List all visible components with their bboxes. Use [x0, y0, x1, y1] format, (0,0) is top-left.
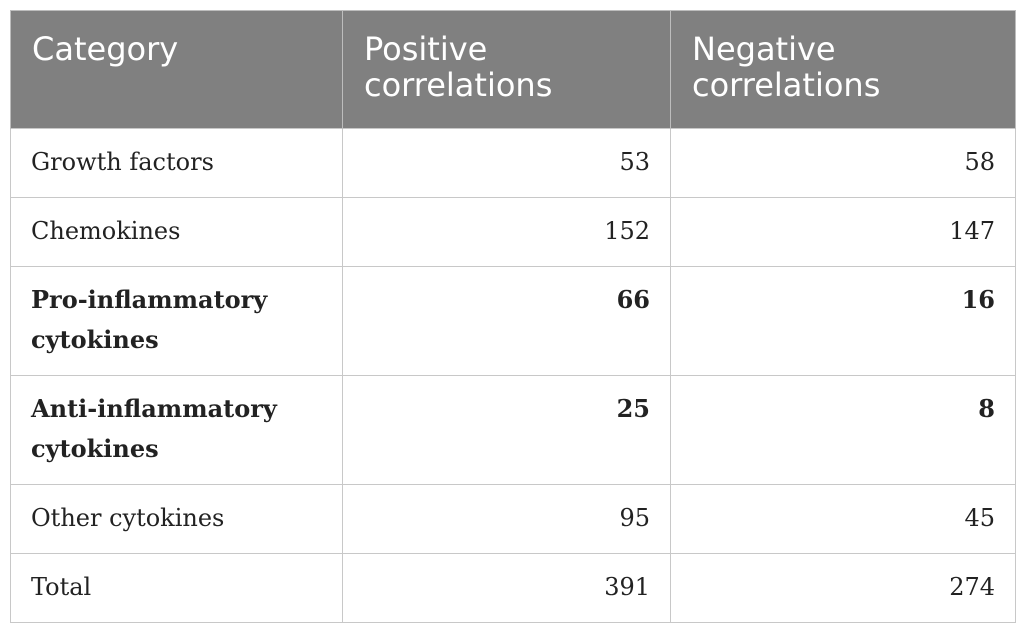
header-positive: Positive correlations	[342, 10, 671, 129]
cell-positive: 53	[342, 128, 671, 198]
cell-negative: 8	[670, 375, 1016, 485]
cell-negative: 58	[670, 128, 1016, 198]
cell-category: Anti-inflammatory cytokines	[10, 375, 343, 485]
cell-category: Other cytokines	[10, 484, 343, 554]
table-row: Pro-inflammatory cytokines 66 16	[10, 266, 1016, 376]
cell-category: Total	[10, 553, 343, 623]
header-category: Category	[10, 10, 343, 129]
cell-negative: 274	[670, 553, 1016, 623]
cell-category: Pro-inflammatory cytokines	[10, 266, 343, 376]
cell-positive: 152	[342, 197, 671, 267]
table-row: Other cytokines 95 45	[10, 484, 1016, 554]
header-negative: Negative correlations	[670, 10, 1016, 129]
table-row: Chemokines 152 147	[10, 197, 1016, 267]
cell-negative: 45	[670, 484, 1016, 554]
cell-category: Chemokines	[10, 197, 343, 267]
cell-category: Growth factors	[10, 128, 343, 198]
table-row: Total 391 274	[10, 553, 1016, 623]
cell-positive: 95	[342, 484, 671, 554]
cell-negative: 147	[670, 197, 1016, 267]
table-row: Growth factors 53 58	[10, 128, 1016, 198]
cell-positive: 66	[342, 266, 671, 376]
cell-positive: 25	[342, 375, 671, 485]
table-row: Anti-inflammatory cytokines 25 8	[10, 375, 1016, 485]
cell-positive: 391	[342, 553, 671, 623]
header-row: Category Positive correlations Negative …	[10, 10, 1016, 129]
cell-negative: 16	[670, 266, 1016, 376]
correlations-table: Category Positive correlations Negative …	[10, 10, 1016, 623]
